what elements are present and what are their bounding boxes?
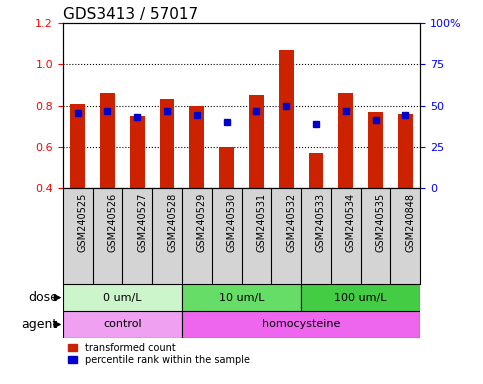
Text: GSM240527: GSM240527 bbox=[137, 193, 147, 252]
Bar bbox=[249, 95, 264, 188]
Bar bbox=[279, 50, 294, 188]
Text: GSM240848: GSM240848 bbox=[405, 193, 415, 252]
Bar bbox=[182, 284, 301, 311]
Bar bbox=[189, 106, 204, 188]
Bar bbox=[368, 112, 383, 188]
Bar bbox=[100, 93, 115, 188]
Bar bbox=[159, 99, 174, 188]
Bar bbox=[338, 93, 353, 188]
Text: GSM240530: GSM240530 bbox=[227, 193, 237, 252]
Text: 10 um/L: 10 um/L bbox=[219, 293, 264, 303]
Text: GSM240535: GSM240535 bbox=[376, 193, 385, 252]
Text: GSM240526: GSM240526 bbox=[108, 193, 117, 252]
Text: GSM240528: GSM240528 bbox=[167, 193, 177, 252]
Text: GSM240531: GSM240531 bbox=[256, 193, 267, 252]
Legend: transformed count, percentile rank within the sample: transformed count, percentile rank withi… bbox=[68, 343, 250, 365]
Text: GSM240533: GSM240533 bbox=[316, 193, 326, 252]
Text: dose: dose bbox=[28, 291, 58, 304]
Text: control: control bbox=[103, 319, 142, 329]
Bar bbox=[130, 116, 145, 188]
Text: homocysteine: homocysteine bbox=[262, 319, 340, 329]
Text: GSM240534: GSM240534 bbox=[346, 193, 356, 252]
Bar bbox=[219, 147, 234, 188]
Bar bbox=[398, 114, 413, 188]
Bar bbox=[63, 311, 182, 338]
Text: agent: agent bbox=[22, 318, 58, 331]
Bar bbox=[63, 284, 182, 311]
Text: 100 um/L: 100 um/L bbox=[334, 293, 387, 303]
Text: GDS3413 / 57017: GDS3413 / 57017 bbox=[63, 7, 198, 22]
Bar bbox=[182, 311, 420, 338]
Text: GSM240529: GSM240529 bbox=[197, 193, 207, 252]
Bar bbox=[301, 284, 420, 311]
Text: 0 um/L: 0 um/L bbox=[103, 293, 142, 303]
Text: GSM240532: GSM240532 bbox=[286, 193, 296, 252]
Bar bbox=[70, 104, 85, 188]
Bar bbox=[309, 153, 324, 188]
Text: GSM240525: GSM240525 bbox=[78, 193, 88, 252]
